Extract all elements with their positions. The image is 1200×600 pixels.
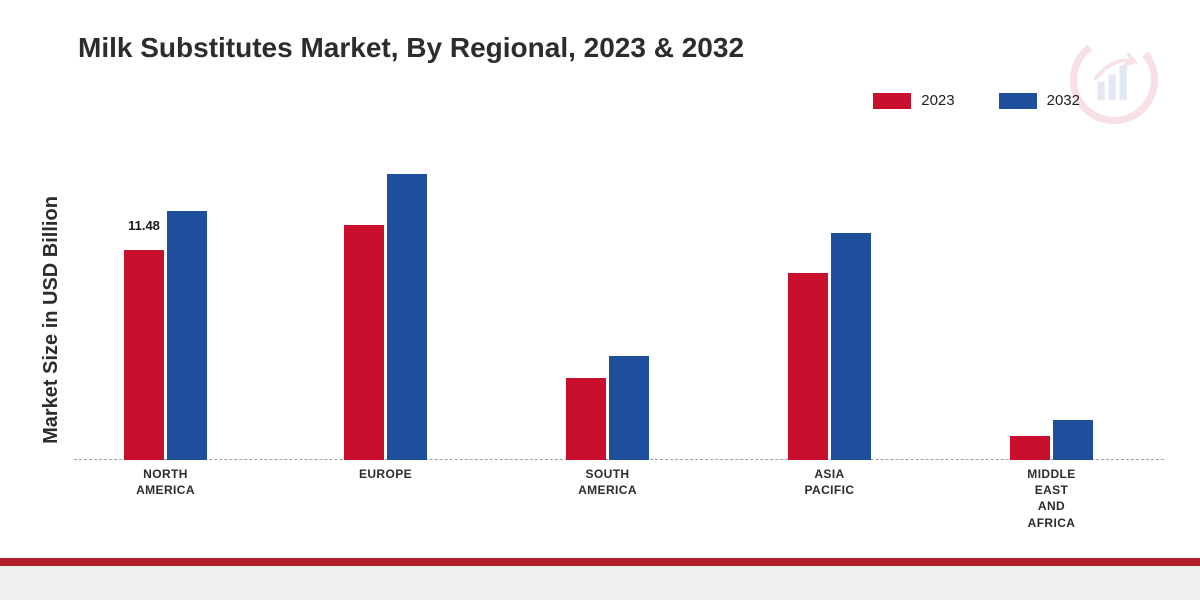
bar bbox=[387, 174, 427, 460]
chart-plot-area: 11.48NORTH AMERICAEUROPESOUTH AMERICAASI… bbox=[74, 130, 1164, 460]
legend-item-2023: 2023 bbox=[873, 92, 954, 109]
footer-red-band bbox=[0, 558, 1200, 566]
category-label: NORTH AMERICA bbox=[136, 466, 195, 498]
bar-group bbox=[1010, 420, 1093, 460]
y-axis-title: Market Size in USD Billion bbox=[40, 196, 63, 444]
bar bbox=[788, 273, 828, 460]
footer-gray-band bbox=[0, 566, 1200, 600]
legend-item-2032: 2032 bbox=[999, 92, 1080, 109]
bar bbox=[1053, 420, 1093, 460]
legend-swatch-2032 bbox=[999, 93, 1037, 109]
legend-label-2023: 2023 bbox=[921, 92, 954, 109]
bar bbox=[831, 233, 871, 460]
chart-title: Milk Substitutes Market, By Regional, 20… bbox=[78, 32, 744, 64]
category-label: ASIA PACIFIC bbox=[805, 466, 855, 498]
bar bbox=[167, 211, 207, 460]
bar bbox=[344, 225, 384, 460]
legend: 2023 2032 bbox=[873, 92, 1080, 109]
bar-group bbox=[788, 233, 871, 460]
legend-label-2032: 2032 bbox=[1047, 92, 1080, 109]
bar-group bbox=[566, 356, 649, 461]
bar-group bbox=[124, 211, 207, 460]
category-label: EUROPE bbox=[359, 466, 412, 482]
bar bbox=[1010, 436, 1050, 460]
bar bbox=[609, 356, 649, 461]
category-label: MIDDLE EAST AND AFRICA bbox=[1027, 466, 1075, 531]
category-label: SOUTH AMERICA bbox=[578, 466, 637, 498]
legend-swatch-2023 bbox=[873, 93, 911, 109]
watermark-logo-icon bbox=[1068, 34, 1160, 126]
bar bbox=[566, 378, 606, 461]
bar-group bbox=[344, 174, 427, 460]
bar bbox=[124, 250, 164, 460]
